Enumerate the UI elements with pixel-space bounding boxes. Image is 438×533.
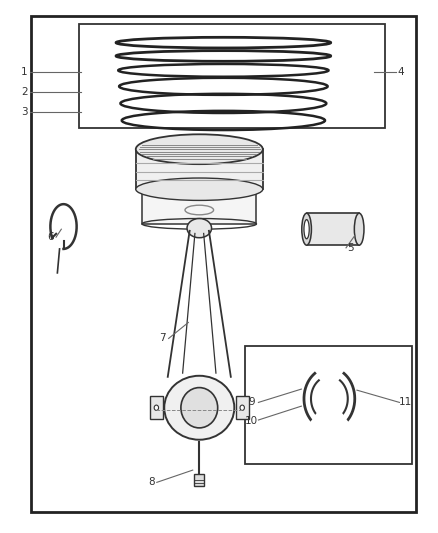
Ellipse shape bbox=[181, 387, 218, 428]
Text: 6: 6 bbox=[47, 232, 54, 242]
Ellipse shape bbox=[136, 178, 263, 200]
Text: 2: 2 bbox=[21, 87, 28, 96]
Bar bbox=[194, 474, 204, 486]
Ellipse shape bbox=[154, 405, 159, 410]
Text: 3: 3 bbox=[21, 107, 28, 117]
Text: 4: 4 bbox=[397, 67, 404, 77]
Bar bbox=[79, 24, 385, 128]
Ellipse shape bbox=[302, 213, 311, 245]
Text: 7: 7 bbox=[159, 334, 166, 343]
Bar bbox=[307, 213, 359, 245]
Text: 5: 5 bbox=[347, 243, 354, 253]
Ellipse shape bbox=[136, 134, 263, 164]
Ellipse shape bbox=[304, 220, 309, 239]
Text: 10: 10 bbox=[245, 416, 258, 426]
Bar bbox=[245, 346, 412, 464]
Ellipse shape bbox=[164, 376, 234, 440]
Bar bbox=[142, 189, 257, 224]
Text: 11: 11 bbox=[399, 398, 412, 407]
Bar bbox=[150, 396, 163, 419]
Text: 9: 9 bbox=[248, 398, 255, 407]
Bar bbox=[136, 149, 263, 189]
Ellipse shape bbox=[240, 405, 244, 410]
Text: 8: 8 bbox=[148, 478, 155, 487]
Bar bbox=[236, 396, 249, 419]
Ellipse shape bbox=[187, 219, 212, 238]
Text: 1: 1 bbox=[21, 67, 28, 77]
Ellipse shape bbox=[354, 213, 364, 245]
Bar bbox=[31, 16, 416, 512]
